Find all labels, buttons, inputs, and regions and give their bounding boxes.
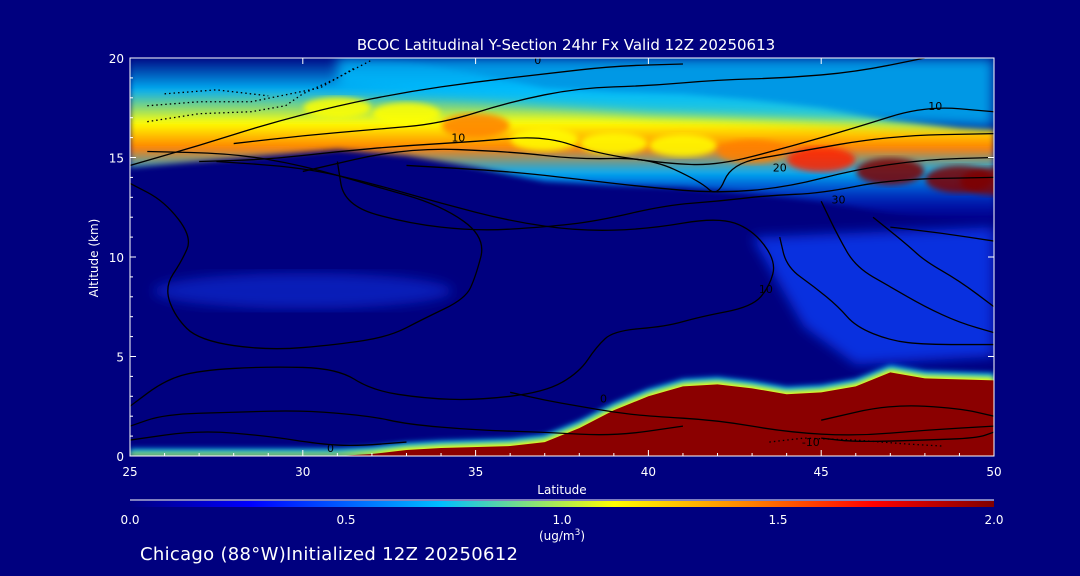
x-axis-label: Latitude	[537, 483, 586, 497]
plume-core	[960, 167, 994, 195]
contour-line	[130, 160, 775, 407]
y-tick-label: 5	[116, 351, 124, 365]
y-axis-label: Altitude (km)	[87, 219, 101, 298]
contour-label: 10	[928, 100, 942, 113]
x-tick-label: 45	[814, 465, 829, 479]
contour-line	[779, 236, 994, 346]
colorbar-tick-label: 0.5	[336, 513, 355, 527]
plume-core	[303, 97, 372, 119]
colorbar-gradient	[130, 501, 994, 507]
contour-line	[233, 58, 926, 145]
chart-title: BCOC Latitudinal Y-Section 24hr Fx Valid…	[357, 36, 775, 54]
x-tick-label: 40	[641, 465, 656, 479]
colorbar: 0.0 0.5 1.0 1.5 2.0 (ug/m3)	[120, 499, 1004, 543]
contour-label: 10	[451, 132, 465, 145]
contour-label: 20	[773, 161, 787, 174]
upper-band	[337, 58, 994, 128]
contour-line	[406, 156, 994, 193]
colorbar-tick-label: 0.0	[120, 513, 139, 527]
contour-line	[130, 431, 407, 447]
x-tick-label: 50	[986, 465, 1001, 479]
contour-label: 30	[831, 193, 845, 206]
plume-core	[718, 139, 787, 164]
plume-core	[579, 132, 648, 155]
plot-area: 0 10 10 20 30 10 0 0 -10	[130, 54, 994, 456]
surface-core	[130, 372, 994, 456]
contour-line	[130, 63, 683, 167]
contour-line	[199, 107, 994, 166]
colorbar-tick-label: 1.0	[552, 513, 571, 527]
mid-level-patch	[152, 272, 453, 309]
contour-line	[130, 410, 684, 436]
plume-core	[787, 147, 856, 172]
contour-line	[336, 161, 994, 231]
y-tick-label: 10	[109, 251, 124, 265]
x-tick-label: 25	[122, 465, 137, 479]
contour-line	[510, 391, 994, 436]
contour-line	[821, 431, 994, 443]
contour-line	[821, 405, 994, 421]
contour-line	[820, 200, 994, 334]
y-tick-label: 20	[109, 52, 124, 66]
contour-line-dotted	[164, 89, 269, 97]
contour-label: 0	[534, 54, 541, 67]
contour-label: 0	[327, 442, 334, 455]
plume-core	[372, 102, 441, 126]
plume-core	[441, 113, 510, 138]
colorbar-tick-label: 2.0	[984, 513, 1003, 527]
contour-label: 10	[759, 283, 773, 296]
plume-core	[510, 128, 579, 151]
contour-label: -10	[802, 436, 820, 449]
footer-caption: Chicago (88°W)Initialized 12Z 20250612	[140, 544, 519, 565]
x-tick-label: 35	[468, 465, 483, 479]
contour-line	[872, 216, 994, 308]
plume-core	[856, 158, 925, 185]
upper-right-region	[752, 227, 994, 365]
y-tick-label: 15	[109, 152, 124, 166]
contour-line	[890, 226, 994, 242]
contour-label: 0	[600, 392, 607, 405]
x-tick-label: 30	[295, 465, 310, 479]
plume-core	[648, 134, 717, 157]
contour-line	[302, 132, 994, 193]
contour-line-dotted	[147, 67, 355, 107]
contour-line	[130, 150, 483, 350]
y-tick-label: 0	[116, 450, 124, 464]
contour-line-dotted	[769, 437, 943, 447]
colorbar-unit: (ug/m3)	[539, 528, 585, 543]
colorbar-tick-label: 1.5	[768, 513, 787, 527]
